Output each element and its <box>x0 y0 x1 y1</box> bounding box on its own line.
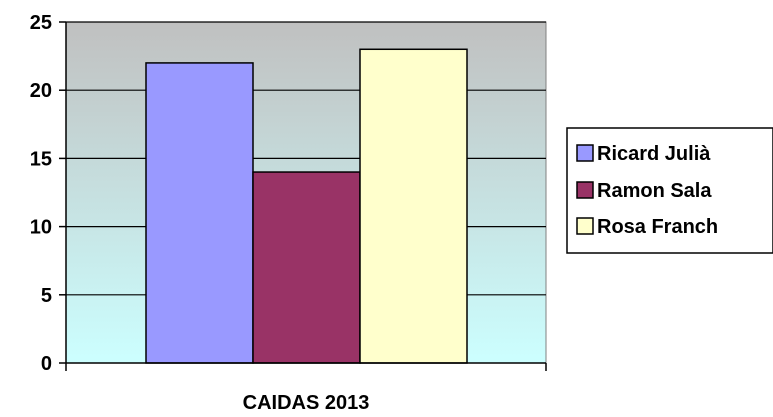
bar-ramon-sala <box>252 171 361 364</box>
y-tick-label: 5 <box>41 285 52 307</box>
x-axis-label: CAIDAS 2013 <box>243 392 370 414</box>
y-tick-label: 0 <box>41 353 52 375</box>
legend-box <box>566 127 773 254</box>
legend-label: Rosa Franch <box>597 216 718 238</box>
y-tick-label: 15 <box>30 148 52 170</box>
legend-label: Ricard Julià <box>597 143 711 165</box>
bar-ricard-juli <box>145 62 254 364</box>
legend-swatch <box>576 144 594 162</box>
y-tick-label: 25 <box>30 12 52 34</box>
bars <box>145 48 468 364</box>
legend-swatch <box>576 181 594 199</box>
y-tick-label: 10 <box>30 217 52 239</box>
y-axis-ticks: 0 5 10 15 20 25 <box>30 12 66 375</box>
y-tick-label: 20 <box>30 80 52 102</box>
x-axis-ticks <box>65 363 547 371</box>
bar-rosa-franch <box>359 48 468 364</box>
legend-label: Ramon Sala <box>597 180 712 202</box>
legend-swatch <box>576 217 594 235</box>
legend: Ricard Julià Ramon Sala Rosa Franch <box>566 127 773 254</box>
